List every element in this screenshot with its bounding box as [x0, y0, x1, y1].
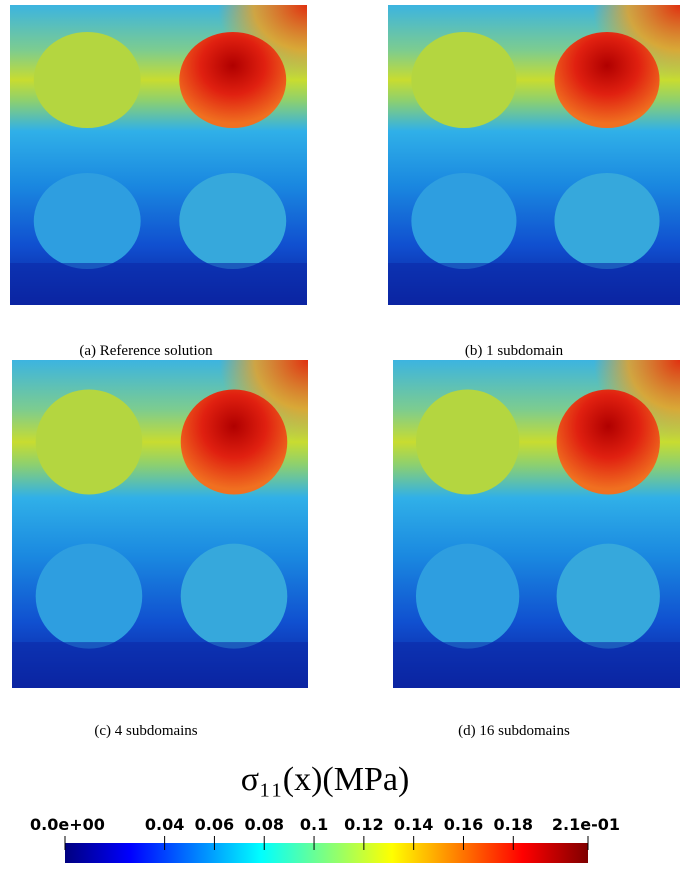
- tick-label: 0.12: [344, 815, 383, 834]
- tick-label: 0.06: [195, 815, 234, 834]
- field-image: [388, 5, 680, 305]
- caption: (c) 4 subdomains: [94, 723, 197, 739]
- tick-label: 0.14: [394, 815, 433, 834]
- colorbar-title: σ₁₁(x)(MPa): [241, 761, 410, 798]
- field-image: [12, 360, 308, 688]
- colorbar: [65, 843, 588, 863]
- tick-label: 0.16: [444, 815, 483, 834]
- caption: (a) Reference solution: [79, 343, 213, 359]
- caption: (d) 16 subdomains: [458, 723, 570, 739]
- field-image: [393, 360, 680, 688]
- tick-label: 0.1: [300, 815, 328, 834]
- tick-label: 0.08: [244, 815, 283, 834]
- tick-label: 2.1e-01: [552, 815, 620, 834]
- tick-label: 0.0e+00: [30, 815, 105, 834]
- caption: (b) 1 subdomain: [465, 343, 564, 359]
- tick-label: 0.04: [145, 815, 184, 834]
- field-image: [10, 5, 307, 305]
- tick-label: 0.18: [494, 815, 533, 834]
